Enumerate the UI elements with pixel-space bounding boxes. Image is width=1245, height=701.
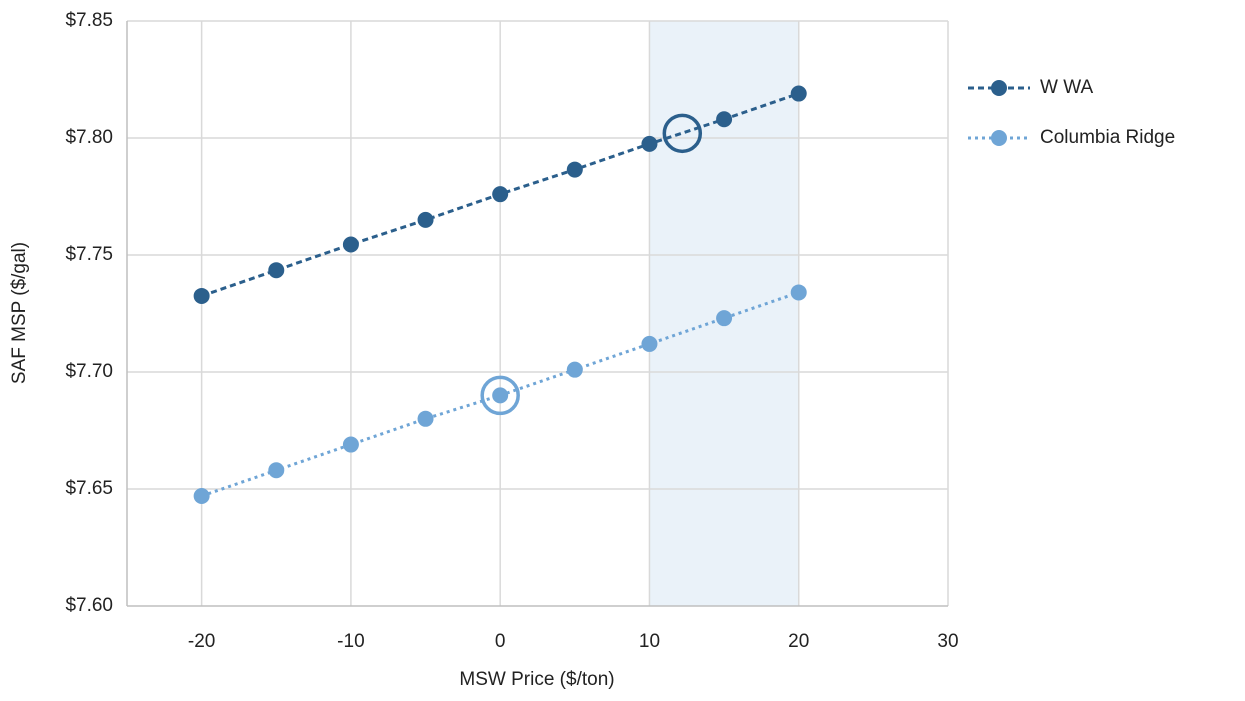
data-point <box>641 335 658 352</box>
data-point <box>417 410 434 427</box>
data-point <box>716 310 733 327</box>
data-point <box>790 284 807 301</box>
x-axis-label: MSW Price ($/ton) <box>459 669 614 690</box>
y-tick-label: $7.85 <box>65 10 113 31</box>
data-point <box>716 111 733 128</box>
data-point <box>268 262 285 279</box>
data-point <box>342 236 359 253</box>
highlight-circle <box>662 113 703 154</box>
data-point <box>492 186 509 203</box>
y-tick-label: $7.80 <box>65 127 113 148</box>
data-point <box>566 361 583 378</box>
y-tick-label: $7.70 <box>65 361 113 382</box>
x-tick-label: 30 <box>937 631 958 652</box>
data-point <box>193 488 210 505</box>
highlight-circle <box>480 375 520 416</box>
y-axis-label: SAF MSP ($/gal) <box>9 242 30 384</box>
x-tick-label: -10 <box>337 631 364 652</box>
y-tick-label: $7.60 <box>65 595 113 616</box>
x-tick-label: -20 <box>188 631 215 652</box>
x-tick-label: 0 <box>495 631 506 652</box>
legend-label: W WA <box>1040 77 1093 98</box>
data-point <box>193 287 210 304</box>
x-tick-label: 20 <box>788 631 809 652</box>
data-point <box>417 211 434 228</box>
data-point <box>641 135 658 152</box>
data-point <box>492 387 509 404</box>
legend-marker <box>991 130 1007 146</box>
legend-marker <box>991 80 1007 96</box>
data-point <box>790 85 807 102</box>
data-point <box>268 462 285 479</box>
y-tick-label: $7.75 <box>65 244 113 265</box>
x-tick-label: 10 <box>639 631 660 652</box>
data-point <box>342 436 359 453</box>
legend-label: Columbia Ridge <box>1040 127 1175 148</box>
y-tick-label: $7.65 <box>65 478 113 499</box>
data-point <box>566 161 583 178</box>
